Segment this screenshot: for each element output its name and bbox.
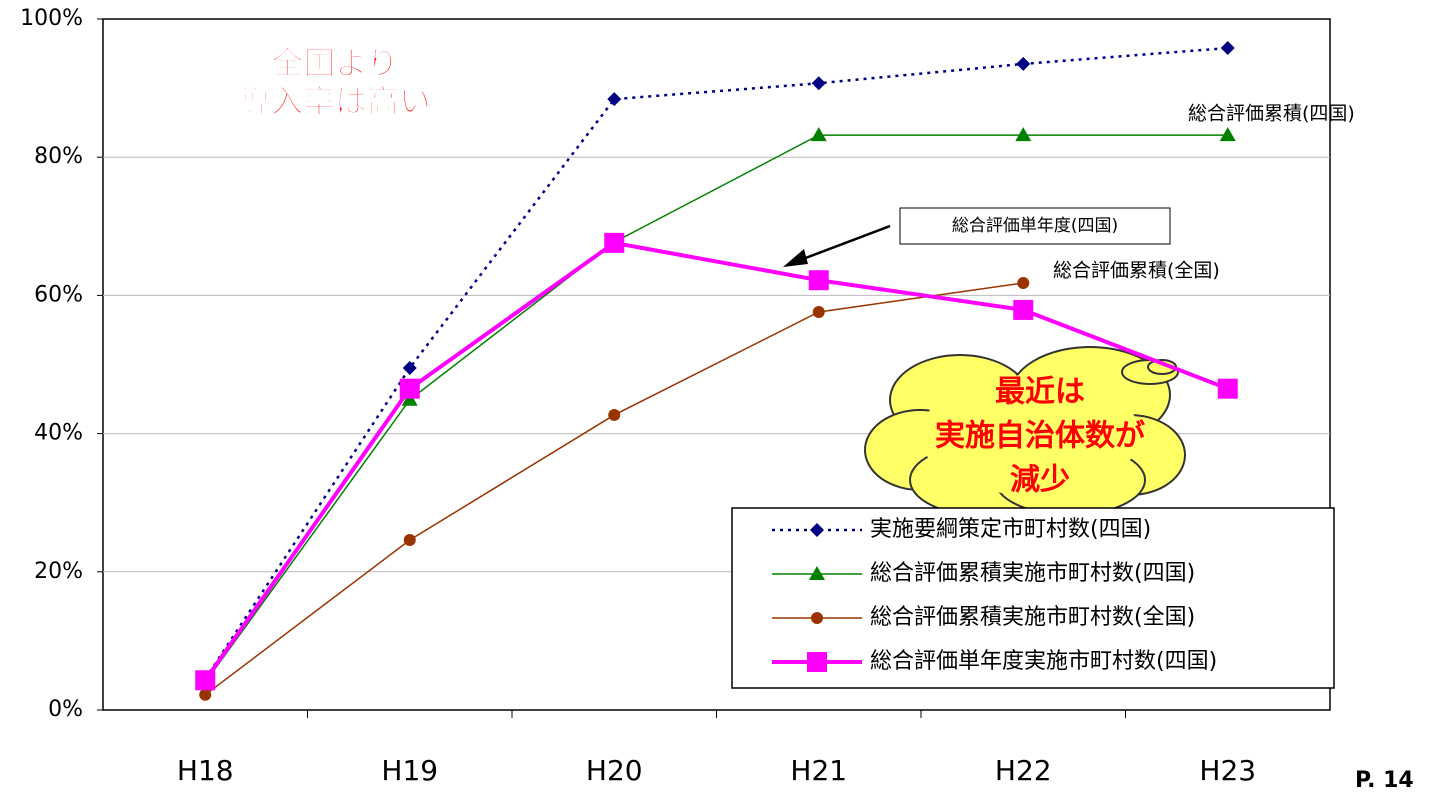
arrow-head (783, 249, 808, 267)
marker (811, 612, 823, 624)
annotation-arrow (794, 224, 891, 264)
annotation: 全国より (270, 44, 398, 82)
annotation: 実施自治体数が (935, 419, 1145, 454)
marker (1217, 378, 1238, 399)
legend-label: 実施要綱策定市町村数(四国) (870, 517, 1151, 542)
legend-label: 総合評価累積実施市町村数(四国) (870, 561, 1195, 586)
legend-label: 総合評価単年度実施市町村数(四国) (870, 649, 1217, 674)
y-tick-label: 40% (34, 421, 83, 446)
series (195, 232, 1238, 691)
marker (1220, 41, 1235, 56)
y-tick-label: 60% (34, 282, 83, 307)
annotation: 総合評価累積(四国) (1188, 103, 1355, 125)
marker (807, 652, 827, 672)
y-tick-label: 20% (34, 559, 83, 584)
y-tick-label: 100% (20, 6, 83, 31)
marker (199, 688, 212, 701)
callout-cloud (864, 346, 1186, 516)
annotation: 総合評価累積(全国) (1053, 260, 1220, 282)
marker (1013, 299, 1034, 320)
annotation: 最近は (995, 375, 1085, 410)
x-tick-label: H21 (790, 754, 847, 787)
marker (608, 408, 621, 421)
x-tick-label: H23 (1199, 754, 1256, 787)
marker (808, 270, 829, 291)
marker (195, 670, 216, 691)
x-tick-label: H22 (995, 754, 1052, 787)
marker (399, 378, 420, 399)
annotation: 総合評価単年度(四国) (952, 216, 1118, 236)
marker (812, 305, 825, 318)
annotation: 減少 (1010, 463, 1070, 498)
marker (402, 360, 417, 375)
marker (811, 76, 826, 91)
series-line (203, 240, 1229, 682)
legend-label: 総合評価累積実施市町村数(全国) (870, 605, 1195, 630)
series-line (204, 46, 1228, 680)
marker (1015, 127, 1032, 142)
legend: 実施要綱策定市町村数(四国) 総合評価累積実施市町村数(四国) 総合評価累積実施市町… (731, 507, 1335, 689)
marker (607, 92, 622, 107)
marker (604, 232, 625, 253)
marker (401, 391, 418, 406)
marker (1017, 276, 1030, 289)
x-tick-label: H19 (381, 754, 438, 787)
x-tick-label: H20 (586, 754, 643, 787)
y-tick-label: 80% (34, 144, 83, 169)
annotation-box (899, 207, 1171, 245)
marker (403, 534, 416, 547)
marker (1219, 127, 1236, 142)
marker (810, 127, 827, 142)
x-tick-label: H18 (177, 754, 234, 787)
marker (809, 566, 825, 580)
series (199, 276, 1030, 701)
annotation: 導入率は高い (239, 82, 431, 120)
page-label: P. 14 (1355, 768, 1414, 793)
series-line (204, 134, 1228, 683)
marker (810, 523, 824, 537)
marker (1016, 56, 1031, 71)
y-tick-label: 0% (48, 697, 83, 722)
legend-box (731, 507, 1335, 689)
